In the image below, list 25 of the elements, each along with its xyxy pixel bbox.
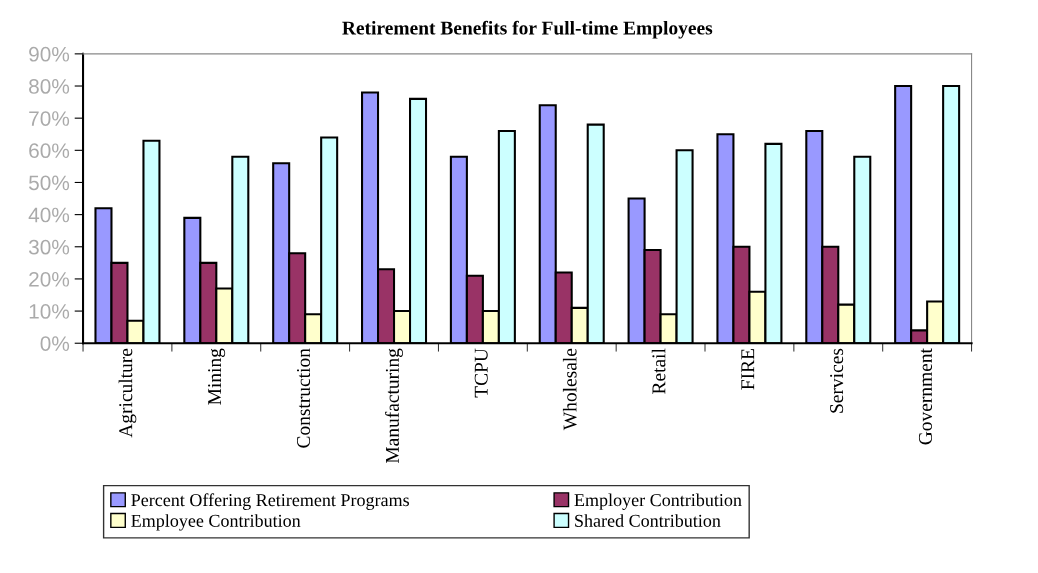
y-tick-label: 80% bbox=[29, 79, 70, 94]
y-tick-label: 90% bbox=[29, 46, 70, 62]
x-tick-label: FIRE bbox=[741, 349, 755, 390]
y-tick-label: 50% bbox=[28, 175, 70, 191]
x-tick-label: Services bbox=[830, 348, 844, 413]
x-tick-label: Agriculture bbox=[118, 348, 137, 438]
x-tick-label: Retail bbox=[651, 348, 666, 394]
y-tick-label: 30% bbox=[28, 239, 70, 255]
chart-title: Retirement Benefits for Full-time Employees bbox=[342, 20, 713, 39]
legend-label: Employee Contribution bbox=[131, 514, 301, 531]
y-tick-label: 0% bbox=[40, 336, 70, 351]
x-tick-label: Wholesale bbox=[562, 348, 577, 431]
x-tick-label: Mining bbox=[208, 348, 226, 405]
x-tick-label: Manufacturing bbox=[385, 348, 403, 464]
legend-label: Employer Contribution bbox=[574, 493, 742, 510]
y-tick-label: 70% bbox=[29, 111, 70, 126]
y-tick-label: 60% bbox=[29, 143, 70, 159]
legend-label: Shared Contribution bbox=[575, 514, 721, 527]
x-tick-label: Government bbox=[918, 348, 933, 445]
y-tick-label: 40% bbox=[28, 207, 70, 223]
y-tick-label: 20% bbox=[29, 271, 70, 287]
y-tick-label: 10% bbox=[29, 304, 70, 319]
x-tick-label: Construction bbox=[296, 348, 311, 448]
legend-label: Percent Offering Retirement Programs bbox=[131, 493, 409, 510]
x-tick-label: TCPU bbox=[474, 348, 488, 398]
